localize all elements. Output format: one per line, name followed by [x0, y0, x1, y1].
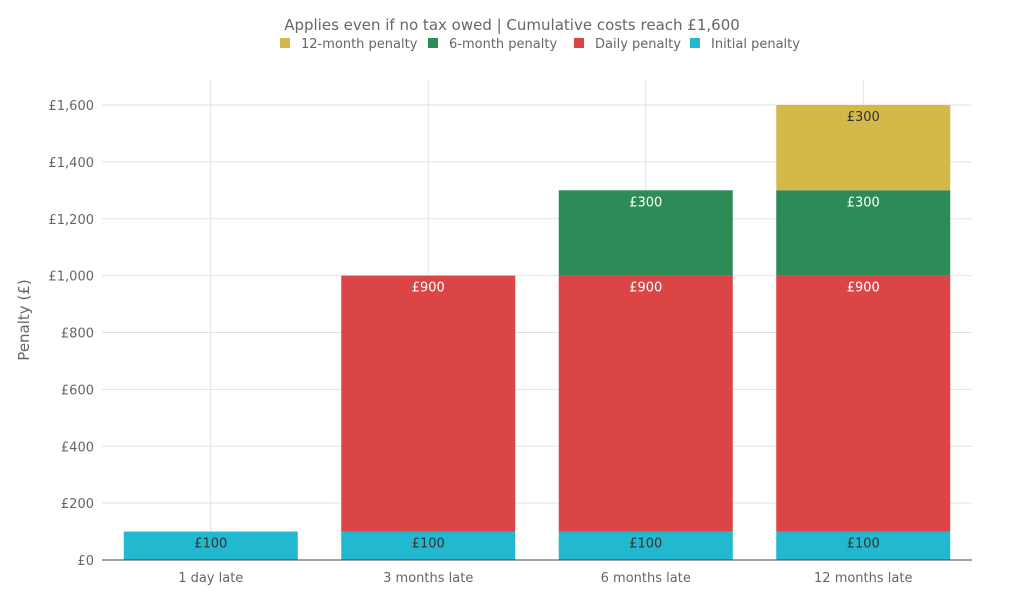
y-tick-label: £1,000 — [49, 270, 95, 285]
bar-segment — [776, 531, 951, 560]
data-label: £100 — [629, 537, 662, 552]
x-tick-label: 6 months late — [601, 571, 691, 586]
legend-swatch — [690, 38, 700, 48]
bar-segment — [776, 190, 951, 276]
y-tick-label: £600 — [61, 383, 94, 398]
legend-swatch — [280, 38, 290, 48]
data-label: £300 — [629, 195, 662, 210]
data-label: £300 — [847, 195, 880, 210]
legend-label: Initial penalty — [711, 37, 800, 52]
y-tick-label: £400 — [61, 440, 94, 455]
x-tick-label: 1 day late — [178, 571, 243, 586]
y-tick-label: £0 — [77, 554, 94, 569]
y-tick-label: £1,400 — [49, 156, 95, 171]
legend: 12-month penalty 6-month penalty Daily pen… — [280, 37, 800, 52]
bars: £100 £100 £900 £100 £900 £300 £100 £900 £300 £300 — [123, 105, 951, 560]
x-tick-label: 3 months late — [383, 571, 473, 586]
legend-swatch — [574, 38, 584, 48]
y-axis-label: Penalty (£) — [15, 279, 33, 360]
data-label: £100 — [847, 537, 880, 552]
data-label: £100 — [412, 537, 445, 552]
legend-label: 6-month penalty — [449, 37, 557, 52]
legend-label: 12-month penalty — [301, 37, 418, 52]
data-label: £900 — [412, 281, 445, 296]
y-tick-label: £1,200 — [49, 213, 95, 228]
y-tick-label: £1,600 — [49, 99, 95, 114]
data-label: £100 — [194, 537, 227, 552]
bar-segment — [123, 531, 298, 560]
legend-swatch — [428, 38, 438, 48]
axes: £0 £200 £400 £600 £800 £1,000 £1,200 £1,400 £1,6… — [49, 99, 972, 586]
bar-segment — [558, 190, 733, 276]
bar-segment — [558, 275, 733, 532]
bar-segment — [558, 531, 733, 560]
bar-segment — [776, 105, 951, 191]
y-tick-label: £800 — [61, 327, 94, 342]
legend-label: Daily penalty — [595, 37, 681, 52]
data-label: £900 — [847, 281, 880, 296]
bar-segment — [341, 531, 516, 560]
bar-segment — [776, 275, 951, 532]
x-tick-label: 12 months late — [814, 571, 912, 586]
bar-segment — [341, 275, 516, 532]
data-label: £900 — [629, 281, 662, 296]
y-tick-label: £200 — [61, 497, 94, 512]
chart-subtitle: Applies even if no tax owed | Cumulative… — [284, 16, 740, 34]
data-label: £300 — [847, 110, 880, 125]
